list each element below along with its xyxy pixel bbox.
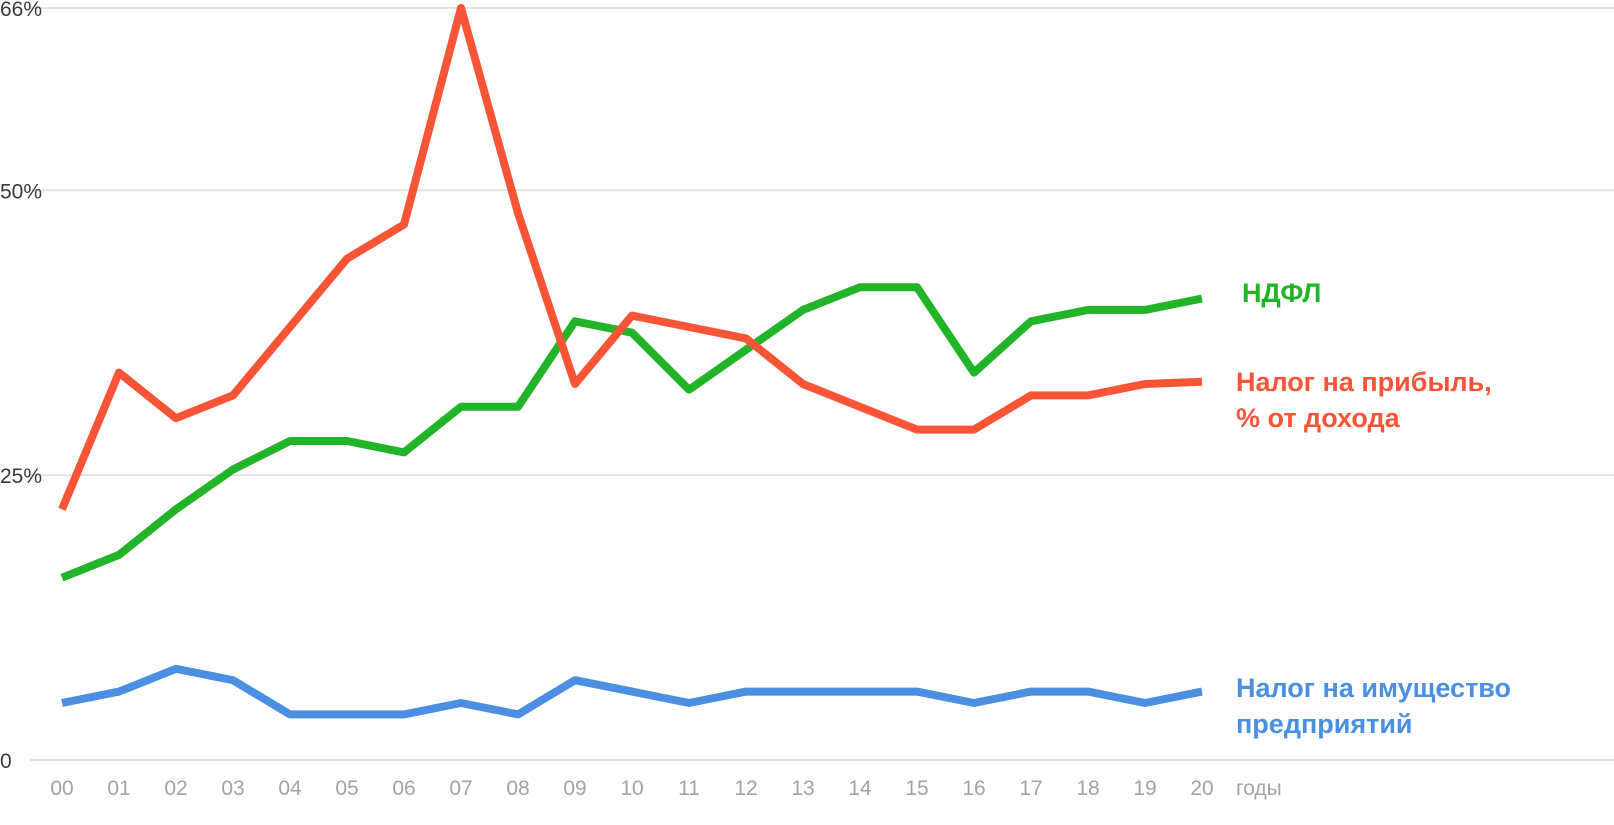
- series-label-1: % от дохода: [1236, 403, 1401, 433]
- x-tick-label: 05: [335, 777, 358, 800]
- x-tick-label: 03: [221, 777, 244, 800]
- x-tick-label: 02: [164, 777, 187, 800]
- x-tick-label: 14: [848, 777, 872, 800]
- x-tick-label: 10: [620, 777, 643, 800]
- x-tick-label: 19: [1133, 777, 1156, 800]
- x-axis-label: годы: [1236, 777, 1282, 800]
- x-tick-label: 01: [107, 777, 130, 800]
- x-tick-label: 11: [678, 777, 700, 800]
- x-tick-label: 00: [50, 777, 73, 800]
- x-tick-label: 07: [449, 777, 472, 800]
- x-tick-label: 06: [392, 777, 415, 800]
- x-tick-label: 16: [962, 777, 985, 800]
- series-label-2: Налог на имущество: [1236, 673, 1511, 703]
- series-label-0: НДФЛ: [1242, 278, 1321, 308]
- x-tick-label: 12: [734, 777, 757, 800]
- y-tick-label: 0: [0, 750, 12, 773]
- series-layer: [58, 4, 1203, 719]
- y-tick-label: 66%: [0, 0, 42, 21]
- series-line-2: [61, 664, 1203, 719]
- y-tick-label: 25%: [0, 465, 42, 488]
- series-labels: НДФЛ Налог на прибыль, % от дохода Налог на…: [1236, 278, 1511, 739]
- x-tick-label: 08: [506, 777, 529, 800]
- series-line-1: [58, 4, 1203, 511]
- x-tick-label: 17: [1019, 777, 1042, 800]
- x-tick-label: 09: [563, 777, 586, 800]
- x-tick-label: 18: [1076, 777, 1099, 800]
- y-axis-ticks: 0 25% 50% 66%: [0, 0, 42, 773]
- x-tick-label: 20: [1190, 777, 1213, 800]
- x-tick-label: 04: [278, 777, 302, 800]
- x-tick-label: 15: [905, 777, 928, 800]
- grid-layer: [30, 7, 1614, 761]
- x-axis-ticks: годы 00 01 02 03 04 05 06 07 08 09 10 11 12 13 14 15 16 1…: [50, 777, 1281, 800]
- series-label-1: Налог на прибыль,: [1236, 367, 1492, 397]
- y-tick-label: 50%: [0, 180, 42, 203]
- x-tick-label: 13: [791, 777, 814, 800]
- series-line-0: [60, 283, 1203, 582]
- series-label-2: предприятий: [1236, 709, 1413, 739]
